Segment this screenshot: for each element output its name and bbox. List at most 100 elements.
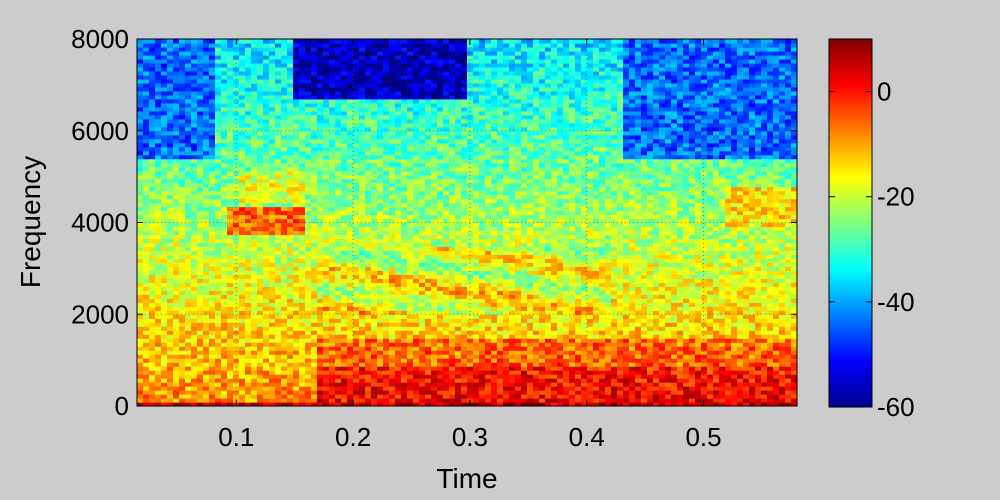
heatmap-cell xyxy=(365,166,372,172)
heatmap-cell xyxy=(275,94,282,100)
heatmap-cell xyxy=(311,366,318,371)
heatmap-cell xyxy=(191,378,198,383)
heatmap-cell xyxy=(323,310,330,315)
heatmap-cell xyxy=(461,302,468,307)
heatmap-cell xyxy=(161,398,168,403)
heatmap-cell xyxy=(185,150,192,156)
heatmap-cell xyxy=(251,190,258,196)
heatmap-cell xyxy=(251,94,258,100)
heatmap-cell xyxy=(287,370,294,375)
heatmap-cell xyxy=(179,190,186,196)
heatmap-cell xyxy=(179,74,186,80)
heatmap-cell xyxy=(191,274,198,279)
heatmap-cell xyxy=(371,78,378,84)
heatmap-cell xyxy=(359,202,366,208)
heatmap-cell xyxy=(425,242,432,248)
heatmap-cell xyxy=(257,314,264,319)
heatmap-cell xyxy=(329,78,336,84)
heatmap-cell xyxy=(305,110,312,116)
heatmap-cell xyxy=(239,342,246,347)
heatmap-cell xyxy=(137,350,144,355)
heatmap-cell xyxy=(323,142,330,148)
heatmap-cell xyxy=(245,106,252,112)
heatmap-cell xyxy=(395,166,402,172)
heatmap-cell xyxy=(437,66,444,72)
heatmap-cell xyxy=(185,54,192,60)
heatmap-cell xyxy=(197,158,204,164)
heatmap-cell xyxy=(167,262,174,267)
heatmap-cell xyxy=(281,190,288,196)
heatmap-cell xyxy=(431,50,438,56)
heatmap-cell xyxy=(287,46,294,52)
heatmap-cell xyxy=(173,294,180,299)
heatmap-cell xyxy=(359,230,366,236)
heatmap-cell xyxy=(233,82,240,88)
heatmap-cell xyxy=(293,110,300,116)
heatmap-cell xyxy=(227,334,234,339)
heatmap-cell xyxy=(425,122,432,128)
heatmap-cell xyxy=(389,86,396,92)
heatmap-cell xyxy=(197,98,204,104)
heatmap-cell xyxy=(431,326,438,331)
heatmap-cell xyxy=(209,390,216,395)
heatmap-cell xyxy=(167,198,174,204)
heatmap-cell xyxy=(353,182,360,188)
heatmap-cell xyxy=(269,190,276,196)
heatmap-cell xyxy=(293,210,300,216)
heatmap-cell xyxy=(155,166,162,172)
heatmap-cell xyxy=(377,386,384,391)
heatmap-cell xyxy=(407,294,414,299)
heatmap-cell xyxy=(377,382,384,387)
heatmap-cell xyxy=(257,46,264,52)
heatmap-cell xyxy=(215,86,222,92)
heatmap-cell xyxy=(323,182,330,188)
heatmap-cell xyxy=(293,42,300,48)
heatmap-cell xyxy=(347,394,354,399)
heatmap-cell xyxy=(191,258,198,263)
heatmap-cell xyxy=(365,62,372,68)
heatmap-cell xyxy=(323,86,330,92)
heatmap-cell xyxy=(269,262,276,267)
heatmap-cell xyxy=(287,134,294,140)
heatmap-cell xyxy=(305,398,312,403)
heatmap-cell xyxy=(281,262,288,267)
heatmap-cell xyxy=(233,394,240,399)
heatmap-cell xyxy=(431,270,438,275)
heatmap-cell xyxy=(359,174,366,180)
heatmap-cell xyxy=(329,314,336,319)
heatmap-cell xyxy=(365,126,372,132)
heatmap-cell xyxy=(383,306,390,311)
heatmap-cell xyxy=(443,274,450,279)
heatmap-cell xyxy=(275,166,282,172)
heatmap-cell xyxy=(317,210,324,216)
heatmap-cell xyxy=(227,50,234,56)
heatmap-cell xyxy=(149,350,156,355)
heatmap-cell xyxy=(245,378,252,383)
heatmap-cell xyxy=(251,130,258,136)
heatmap-cell xyxy=(197,242,204,248)
heatmap-cell xyxy=(197,186,204,192)
heatmap-cell xyxy=(377,74,384,80)
heatmap-cell xyxy=(455,230,462,236)
heatmap-cell xyxy=(269,250,276,256)
heatmap-cell xyxy=(437,370,444,375)
heatmap-cell xyxy=(227,330,234,335)
heatmap-cell xyxy=(191,58,198,64)
heatmap-cell xyxy=(293,254,300,259)
heatmap-cell xyxy=(359,186,366,192)
heatmap-cell xyxy=(299,102,306,108)
heatmap-cell xyxy=(269,66,276,72)
heatmap-cell xyxy=(311,210,318,216)
heatmap-cell xyxy=(329,186,336,192)
heatmap-cell xyxy=(317,258,324,263)
heatmap-cell xyxy=(449,54,456,60)
heatmap-cell xyxy=(335,62,342,68)
heatmap-cell xyxy=(341,390,348,395)
heatmap-cell xyxy=(143,378,150,383)
heatmap-cell xyxy=(293,94,300,100)
heatmap-cell xyxy=(353,386,360,391)
heatmap-cell xyxy=(431,166,438,172)
heatmap-cell xyxy=(173,250,180,256)
heatmap-cell xyxy=(161,282,168,287)
heatmap-cell xyxy=(359,110,366,116)
